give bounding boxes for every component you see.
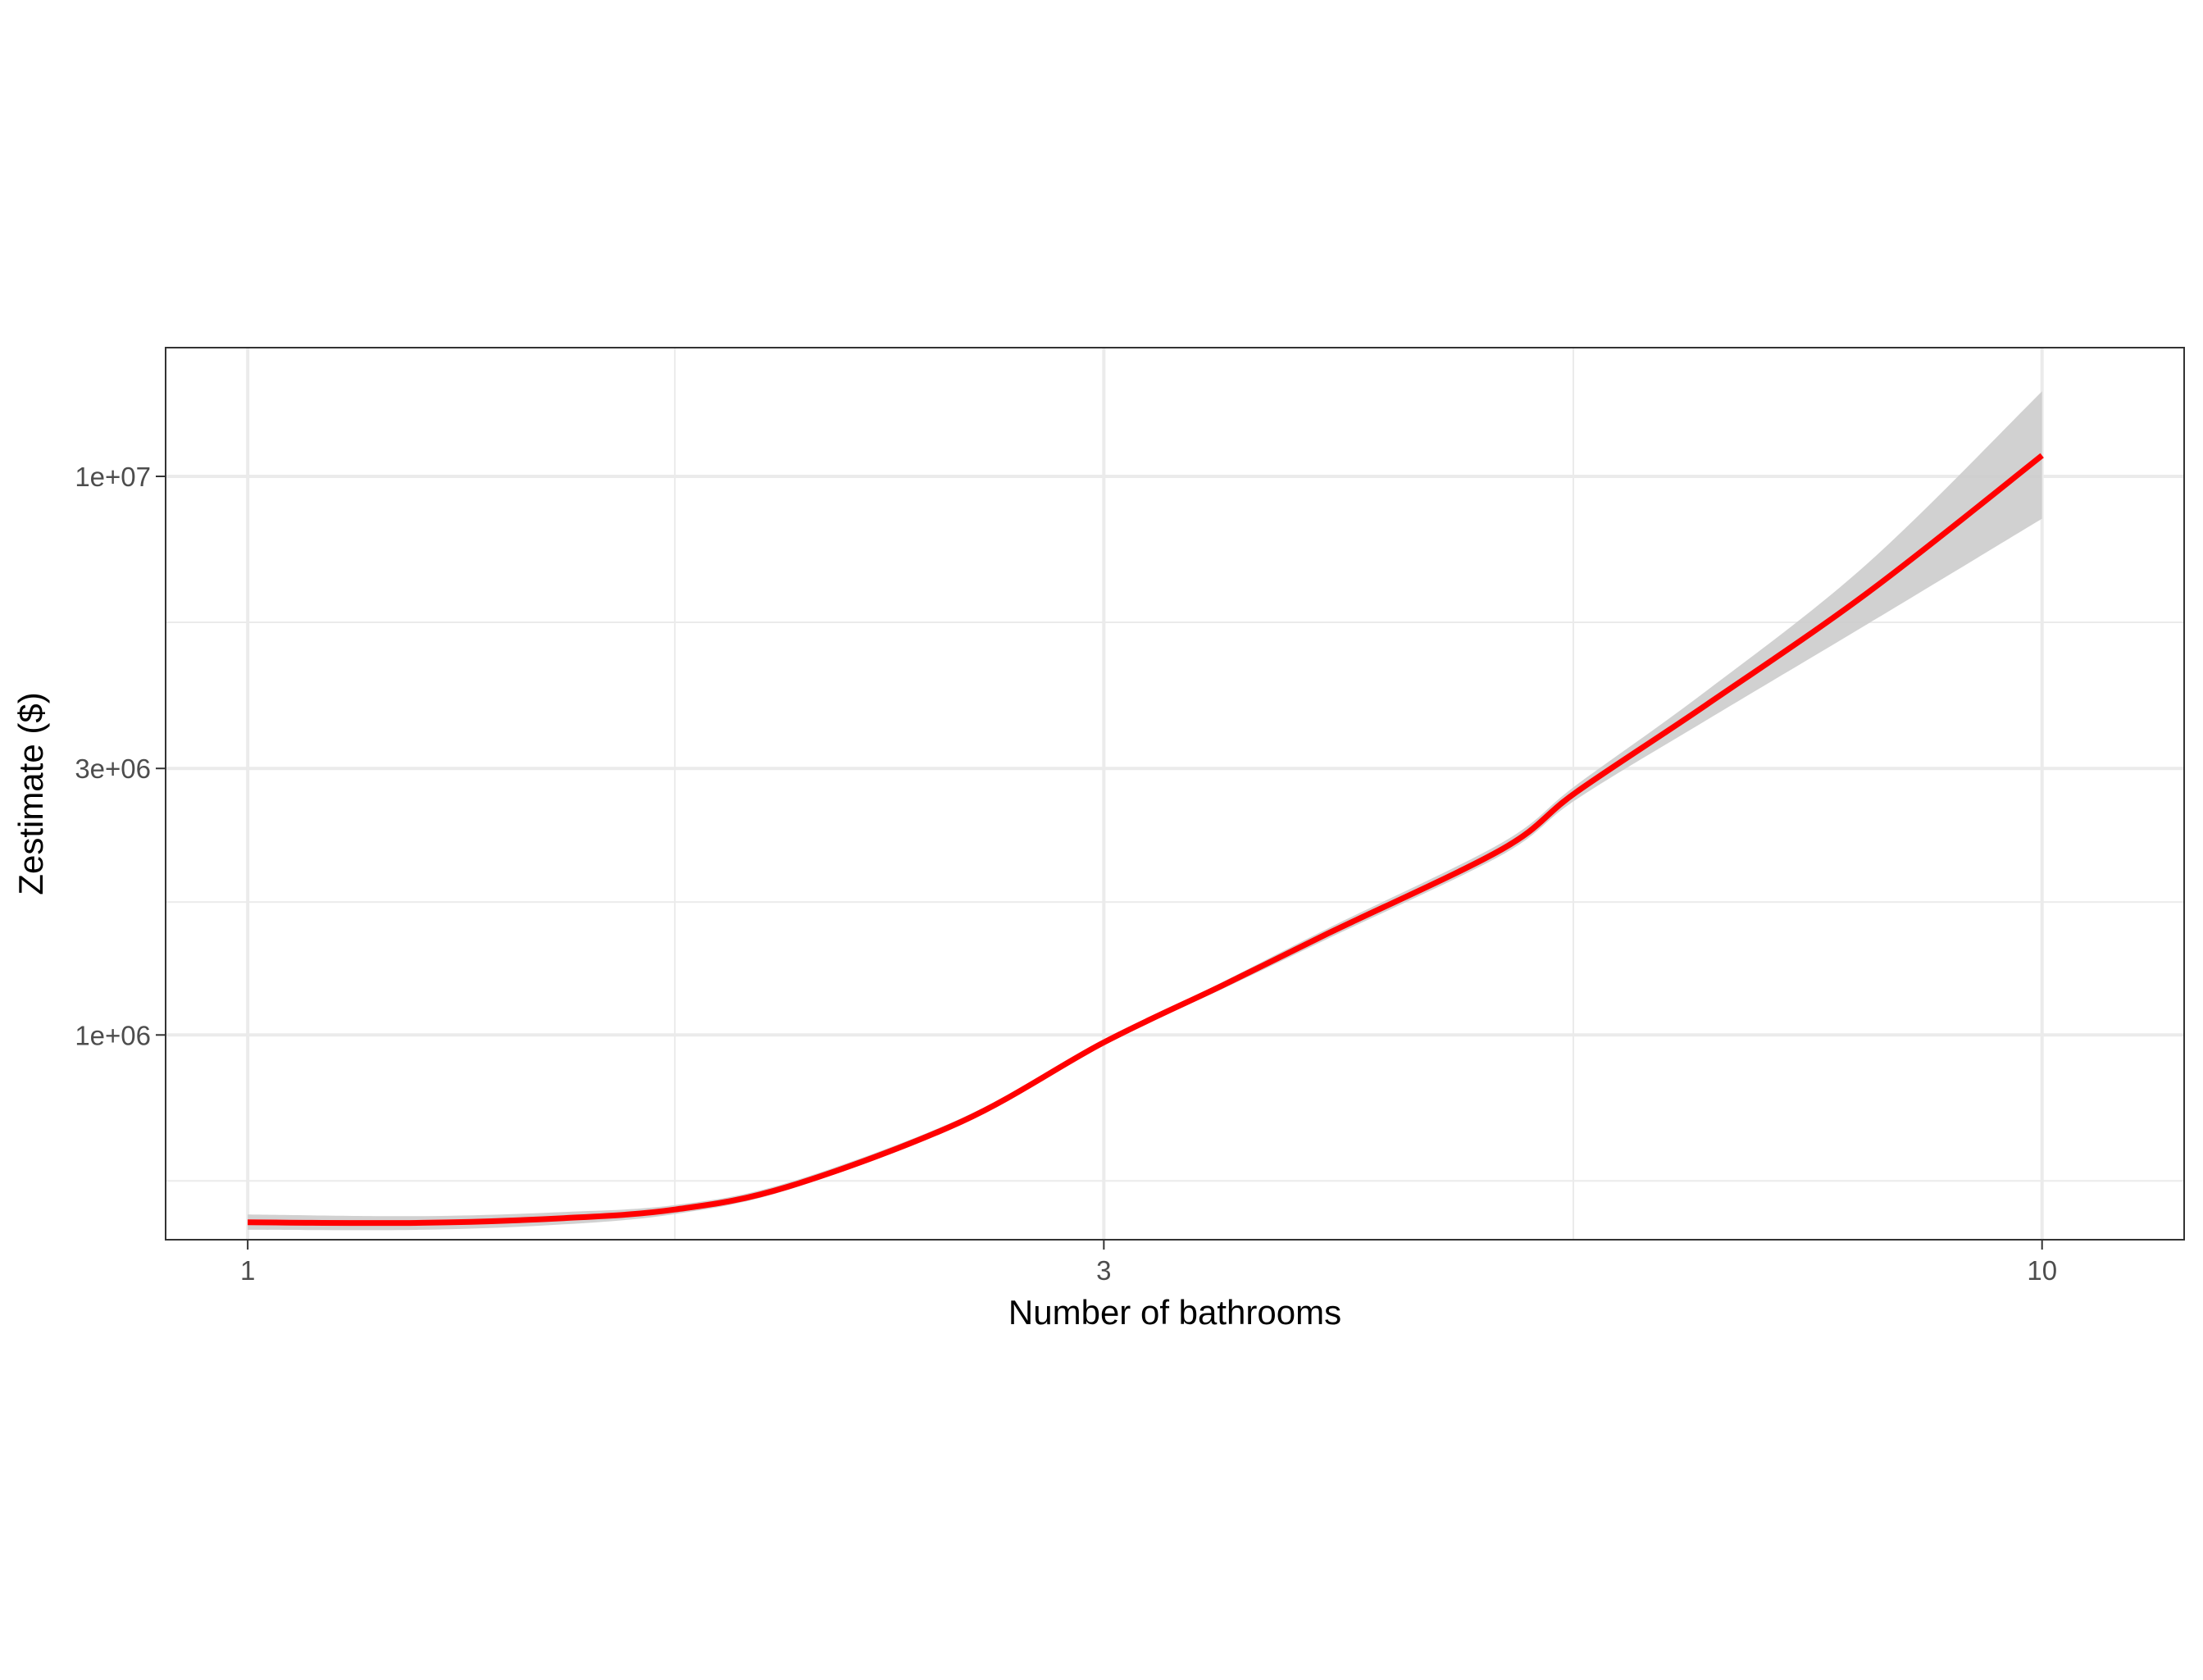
x-axis: 1 3 10 <box>240 1240 2057 1286</box>
series-line-group <box>248 453 2044 1227</box>
y-tick-label: 3e+06 <box>75 753 151 784</box>
fit-line <box>248 453 2044 1227</box>
y-axis-title: Zestimate ($) <box>11 692 50 895</box>
y-axis: 1e+06 3e+06 1e+07 <box>75 462 166 1050</box>
x-axis-title: Number of bathrooms <box>1008 1293 1341 1332</box>
x-tick-label: 3 <box>1096 1255 1111 1286</box>
grid-lines <box>166 348 2184 1240</box>
y-tick-label: 1e+07 <box>75 462 151 492</box>
x-tick-label: 10 <box>2027 1255 2057 1286</box>
panel-background <box>166 348 2184 1240</box>
x-tick-label: 1 <box>240 1255 255 1286</box>
y-tick-label: 1e+06 <box>75 1020 151 1050</box>
panel-border <box>165 347 2185 1241</box>
